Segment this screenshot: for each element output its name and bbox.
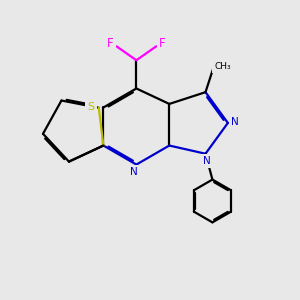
Text: CH₃: CH₃ (214, 62, 231, 71)
Text: F: F (107, 38, 114, 50)
Text: N: N (203, 156, 211, 166)
Text: F: F (159, 38, 166, 50)
Text: N: N (130, 167, 138, 177)
Text: S: S (88, 102, 94, 112)
Text: N: N (231, 117, 239, 128)
